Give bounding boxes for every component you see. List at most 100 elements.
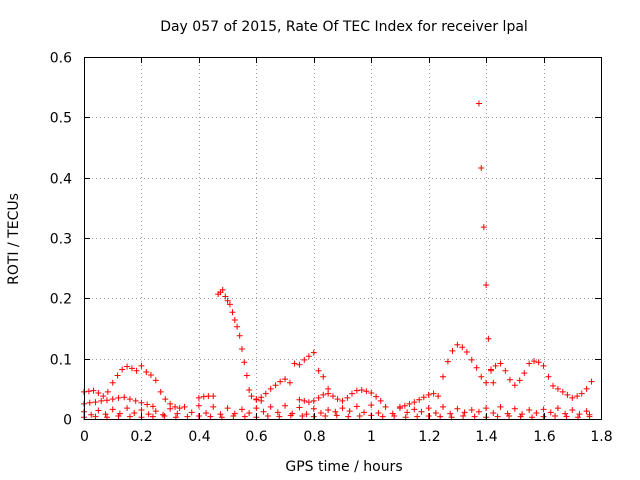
data-point (345, 413, 352, 420)
data-point (144, 401, 151, 408)
data-point (238, 346, 245, 353)
data-point (149, 403, 156, 410)
x-tick-label: 1.6 (533, 429, 555, 445)
data-point (440, 403, 447, 410)
data-point (109, 396, 116, 403)
data-point (444, 358, 451, 365)
data-point (401, 402, 408, 409)
data-point (361, 409, 368, 416)
data-point (262, 390, 269, 397)
data-point (468, 356, 475, 363)
x-axis-label: GPS time / hours (285, 459, 402, 475)
data-point (363, 388, 370, 395)
data-point (253, 396, 260, 403)
data-point (147, 371, 154, 378)
data-point (188, 409, 195, 416)
y-tick-label: 0.4 (50, 172, 72, 188)
data-point (207, 413, 214, 420)
data-point (540, 406, 547, 413)
data-point (267, 403, 274, 410)
data-point (475, 100, 482, 107)
data-point (406, 400, 413, 407)
data-point (502, 367, 509, 374)
data-point (333, 412, 340, 419)
data-point (85, 388, 92, 395)
data-point (411, 399, 418, 406)
plot-frame (84, 57, 602, 420)
data-point (368, 402, 375, 409)
data-point (236, 332, 243, 339)
data-point (449, 347, 456, 354)
data-point (473, 364, 480, 371)
data-point (547, 409, 554, 416)
data-point (353, 403, 360, 410)
data-point (588, 378, 595, 385)
data-point (511, 382, 518, 389)
data-point (115, 394, 122, 401)
data-point (181, 403, 188, 410)
data-point (138, 406, 145, 413)
data-point (454, 341, 461, 348)
data-point (339, 405, 346, 412)
data-point (246, 387, 253, 394)
data-point (287, 412, 294, 419)
data-point (310, 413, 317, 420)
data-point (92, 399, 99, 406)
data-point (356, 412, 363, 419)
x-tick-label: 1.4 (475, 429, 497, 445)
data-point (286, 379, 293, 386)
data-point (98, 397, 105, 404)
data-point (296, 361, 303, 368)
data-point (310, 405, 317, 412)
data-point (303, 411, 310, 418)
data-point (109, 379, 116, 386)
data-point (494, 413, 501, 420)
data-point (234, 323, 241, 330)
data-point (241, 359, 248, 366)
data-point (382, 403, 389, 410)
x-tick-label: 0.2 (130, 429, 152, 445)
y-tick-label: 0.5 (50, 111, 72, 127)
data-point (258, 394, 265, 401)
data-point (157, 388, 164, 395)
data-point (291, 360, 298, 367)
data-point (325, 390, 332, 397)
data-point (95, 407, 102, 414)
data-point (506, 412, 513, 419)
data-point (195, 412, 202, 419)
data-point (574, 393, 581, 400)
data-point (569, 394, 576, 401)
data-point (131, 409, 138, 416)
y-tick-label: 0.1 (50, 353, 72, 369)
data-point (454, 405, 461, 412)
data-point (332, 408, 339, 415)
y-tick-label: 0.3 (50, 232, 72, 248)
data-point (264, 412, 271, 419)
x-tick-label: 0.6 (245, 429, 267, 445)
data-point (432, 409, 439, 416)
data-point (226, 301, 233, 308)
data-point (506, 376, 513, 383)
data-point (391, 412, 398, 419)
data-point (348, 390, 355, 397)
data-point (562, 410, 569, 417)
data-point (149, 413, 156, 420)
data-point (414, 413, 421, 420)
data-point (224, 405, 231, 412)
data-point (353, 387, 360, 394)
data-point (540, 413, 547, 420)
data-point (229, 309, 236, 316)
x-tick-label: 1.8 (590, 429, 612, 445)
data-point (138, 399, 145, 406)
data-point (143, 368, 150, 375)
data-point (195, 402, 202, 409)
data-point (497, 360, 504, 367)
data-point (267, 385, 274, 392)
data-point (114, 372, 121, 379)
data-point (260, 408, 267, 415)
x-tick-label: 0.4 (188, 429, 210, 445)
data-point (379, 413, 386, 420)
data-point (301, 397, 308, 404)
data-point (447, 410, 454, 417)
series-arc-2 (81, 394, 156, 410)
